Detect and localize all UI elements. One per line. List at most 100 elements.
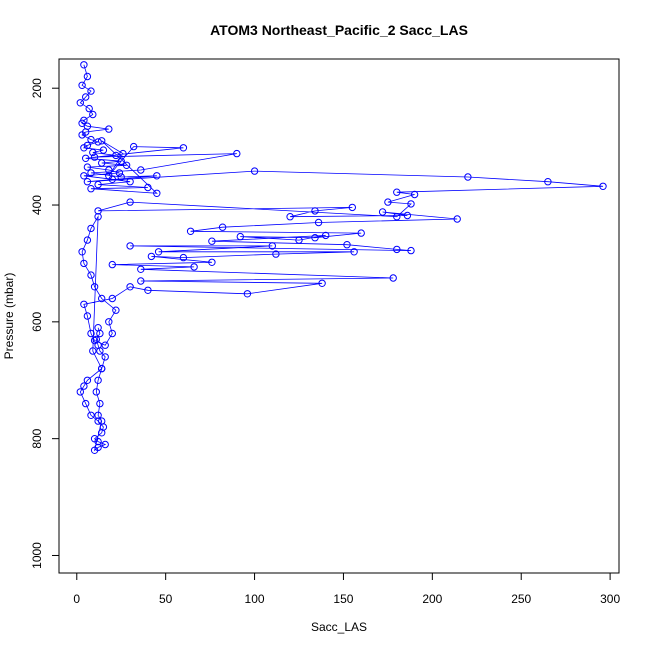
data-point — [218, 223, 227, 231]
data-point — [82, 399, 90, 408]
data-point — [144, 286, 152, 294]
data-point — [87, 135, 95, 144]
data-point — [94, 437, 102, 446]
data-point — [268, 242, 276, 250]
data-point — [94, 207, 102, 215]
data-point — [314, 218, 323, 227]
data-point — [250, 167, 259, 175]
data-point — [179, 253, 188, 262]
data-point — [393, 188, 401, 196]
data-point — [154, 248, 163, 256]
data-point — [101, 341, 109, 349]
data-point — [243, 290, 252, 298]
x-axis-label: Sacc_LAS — [311, 620, 367, 634]
data-point — [98, 364, 106, 373]
chart-title: ATOM3 Northeast_Pacific_2 Sacc_LAS — [210, 22, 468, 38]
data-point — [96, 399, 104, 408]
data-point — [87, 411, 95, 419]
data-point — [87, 185, 95, 193]
data-point — [153, 172, 161, 180]
data-point — [403, 211, 412, 220]
data-point — [94, 376, 102, 384]
data-point — [126, 178, 134, 186]
data-point — [80, 259, 88, 268]
data-point — [80, 382, 88, 390]
data-point — [87, 271, 95, 279]
data-point — [190, 263, 198, 271]
data-point — [78, 248, 86, 256]
plot-area — [76, 61, 607, 454]
data-point — [87, 224, 95, 233]
data-point — [389, 274, 397, 282]
data-point — [295, 236, 303, 244]
data-point — [137, 277, 145, 285]
data-point — [85, 104, 93, 113]
data-point — [83, 236, 92, 244]
data-point — [348, 203, 356, 212]
x-tick-label: 100 — [245, 592, 265, 606]
data-point — [108, 260, 117, 269]
data-point — [87, 87, 95, 95]
y-axis-label: Pressure (mbar) — [2, 273, 16, 360]
data-point — [311, 207, 319, 215]
y-tick-label: 600 — [30, 312, 44, 332]
x-tick-label: 150 — [333, 592, 353, 606]
data-point — [384, 198, 392, 206]
x-tick-label: 50 — [159, 592, 173, 606]
data-point — [378, 208, 387, 216]
data-point — [105, 166, 113, 174]
data-point — [311, 234, 319, 242]
data-point — [87, 329, 95, 338]
data-point — [147, 252, 156, 261]
data-point — [87, 169, 95, 177]
data-point — [407, 246, 415, 255]
data-point — [80, 61, 88, 69]
data-point — [153, 189, 161, 198]
data-point — [144, 183, 152, 192]
data-point — [112, 151, 120, 160]
data-point — [98, 294, 106, 303]
data-point — [126, 283, 134, 291]
data-point — [208, 258, 216, 266]
data-point — [208, 237, 216, 245]
data-point — [90, 153, 99, 161]
y-tick-label: 1000 — [30, 542, 44, 569]
data-point — [90, 446, 99, 454]
data-point — [98, 137, 106, 145]
data-point — [126, 198, 134, 206]
data-point — [350, 248, 358, 256]
plot-frame — [58, 58, 620, 574]
data-point — [94, 324, 102, 332]
data-point — [453, 215, 461, 223]
data-point — [393, 213, 401, 221]
x-tick-label: 0 — [73, 592, 80, 606]
data-point — [83, 178, 92, 186]
data-point — [318, 279, 326, 287]
data-point — [322, 231, 330, 240]
data-point — [410, 190, 419, 199]
data-point — [117, 157, 125, 165]
data-point — [122, 161, 131, 170]
data-point — [92, 335, 101, 344]
data-point — [80, 172, 88, 180]
y-axis: 200 400 600 800 1000 — [30, 78, 60, 569]
data-point — [117, 173, 125, 181]
y-tick-label: 800 — [30, 428, 44, 448]
data-point — [119, 149, 127, 158]
data-point — [90, 283, 99, 291]
data-point — [105, 172, 113, 180]
data-point — [393, 245, 401, 254]
data-point — [599, 182, 607, 191]
data-point — [98, 159, 106, 167]
data-point — [236, 232, 245, 241]
data-point — [83, 163, 92, 171]
data-point — [89, 110, 97, 119]
data-point — [544, 178, 552, 186]
data-point — [115, 169, 124, 177]
y-tick-label: 400 — [30, 195, 44, 215]
data-point — [101, 353, 109, 361]
data-point — [101, 440, 109, 449]
data-point — [233, 149, 241, 158]
data-point — [112, 306, 120, 314]
